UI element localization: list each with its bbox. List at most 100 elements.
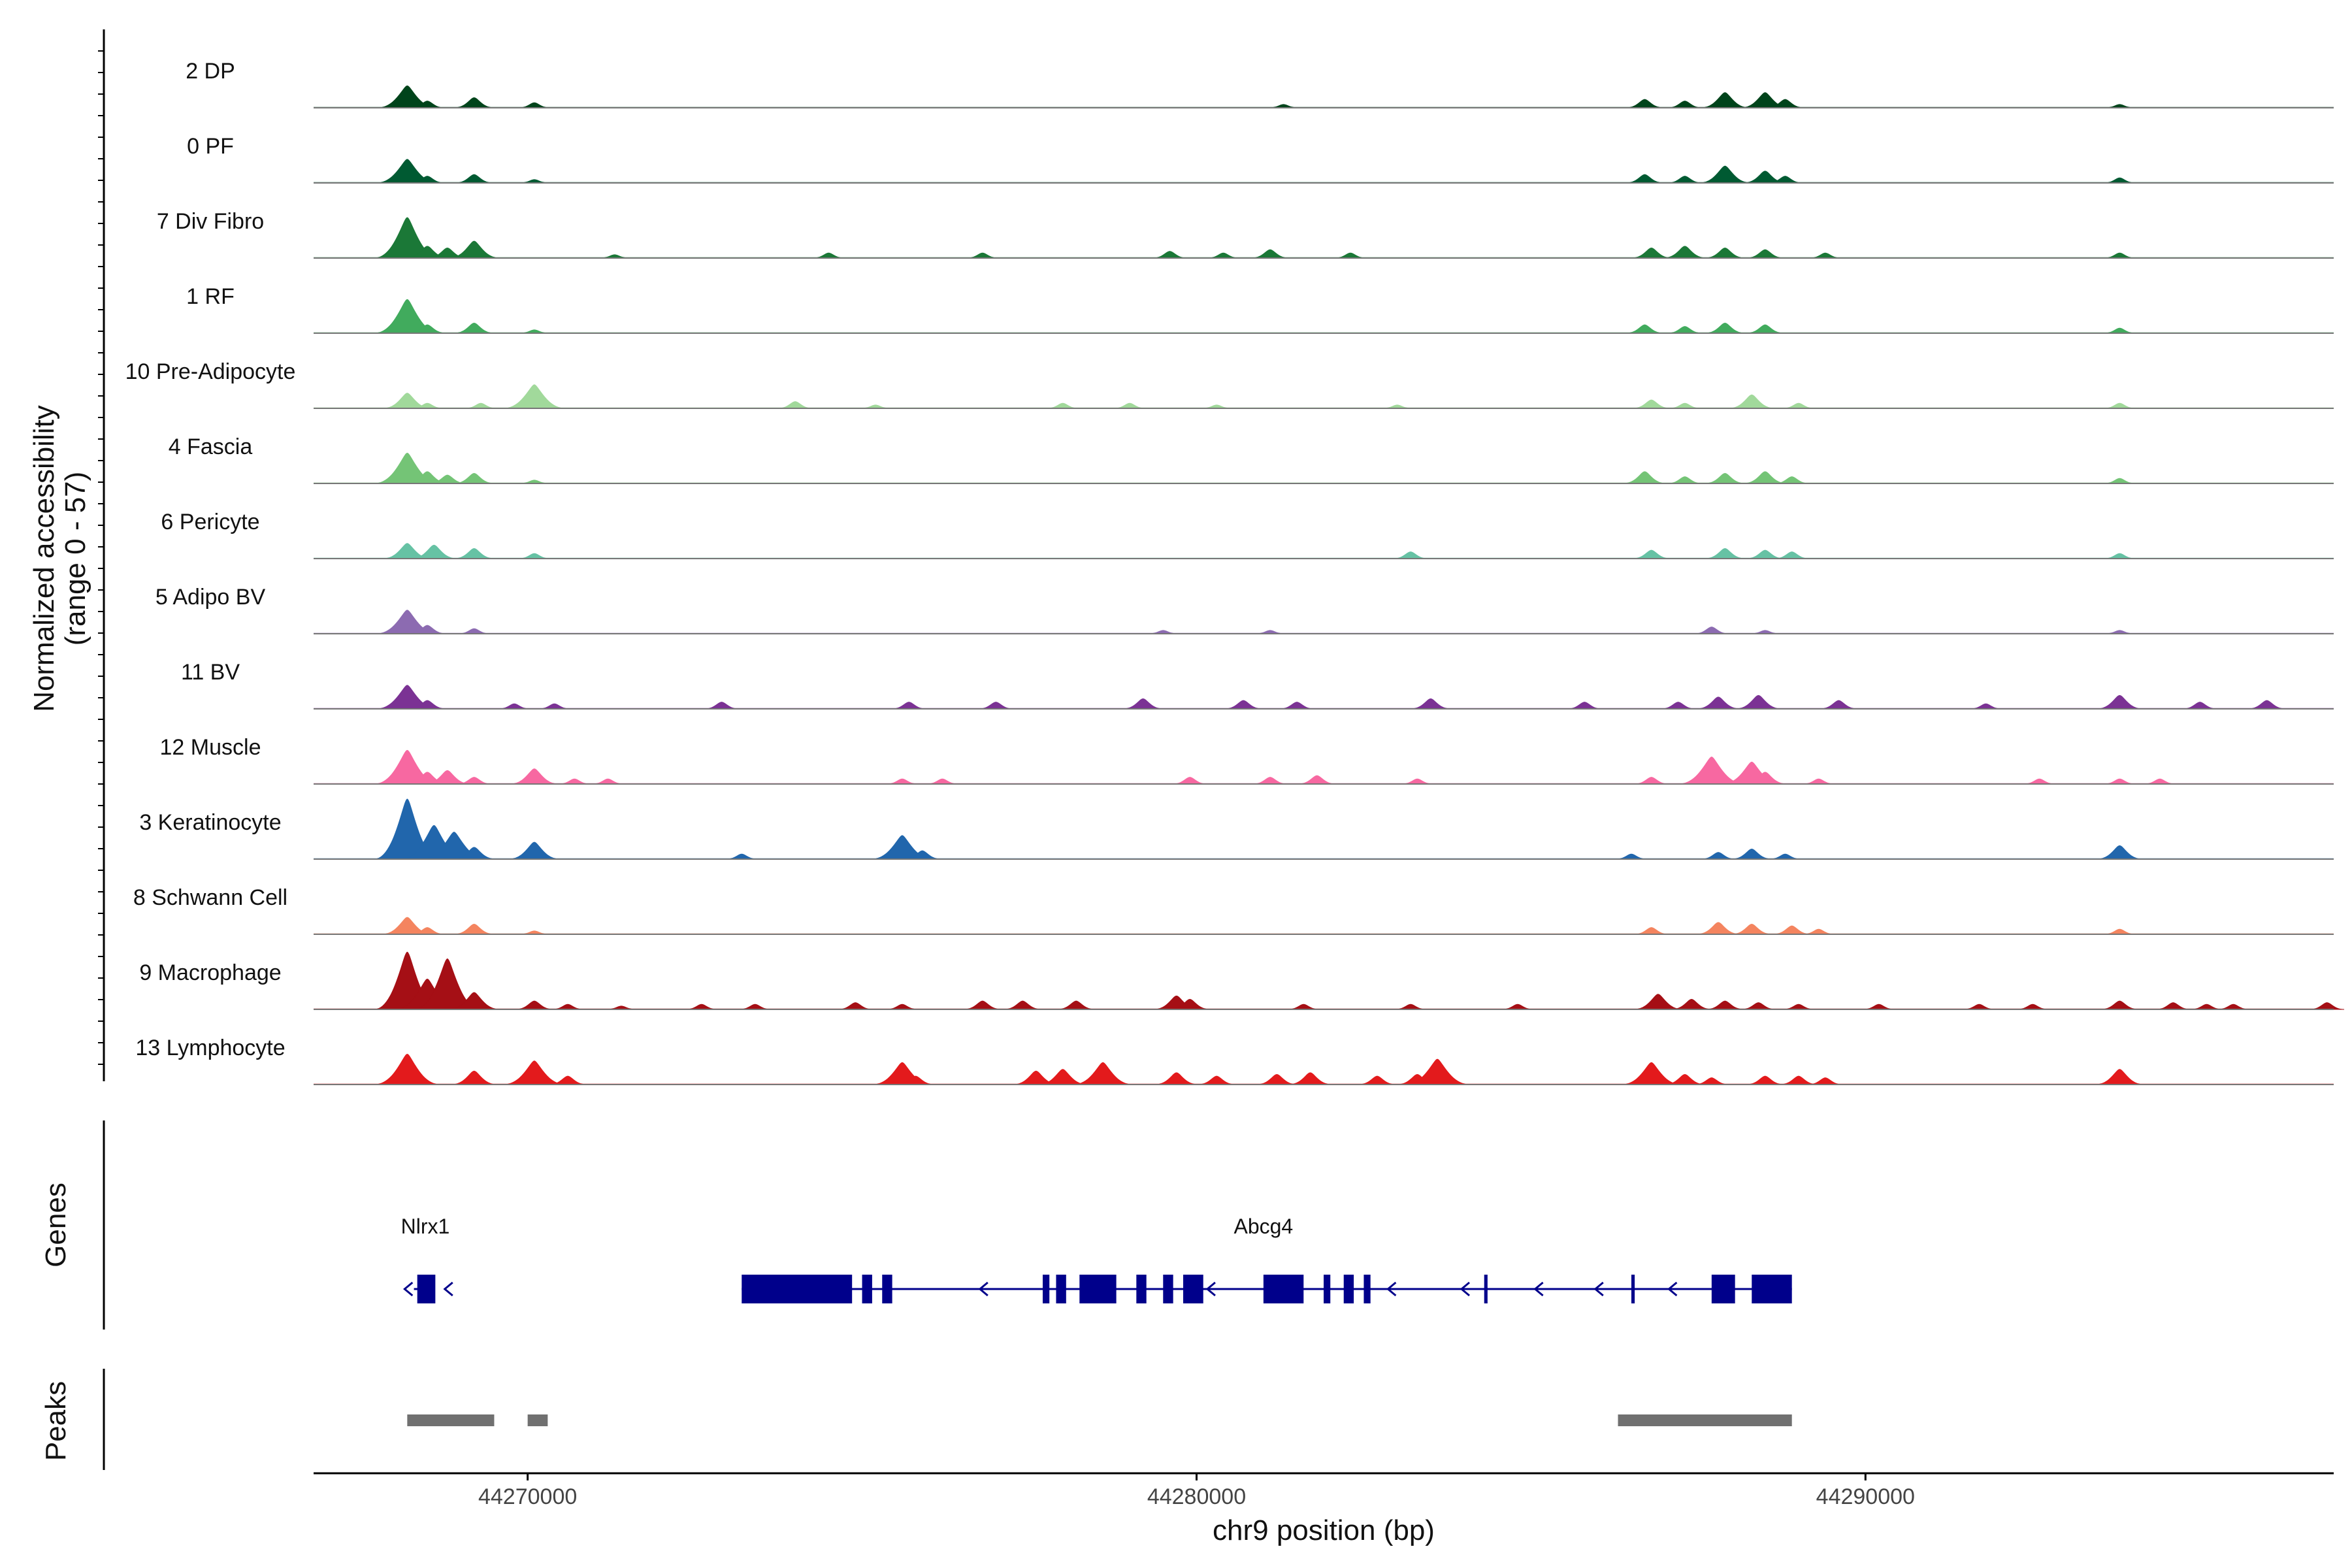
coverage-peak bbox=[838, 1002, 873, 1010]
track-label: 7 Div Fibro bbox=[157, 209, 264, 234]
track-label: 10 Pre-Adipocyte bbox=[125, 359, 296, 384]
track-label: 6 Pericyte bbox=[161, 510, 259, 534]
coverage-peak bbox=[1152, 251, 1187, 259]
coverage-peak bbox=[1634, 927, 1669, 935]
gene-exon bbox=[1163, 1275, 1173, 1303]
coverage-peak bbox=[1622, 1062, 1681, 1085]
gene-exon bbox=[1343, 1275, 1354, 1303]
coverage-peak bbox=[2101, 1000, 2138, 1010]
coverage-peak bbox=[1746, 249, 1784, 259]
track: 8 Schwann Cell bbox=[133, 885, 2334, 935]
coverage-peak bbox=[1820, 700, 1857, 710]
coverage-peak bbox=[1393, 551, 1428, 559]
coverage-peak bbox=[549, 1075, 587, 1085]
coverage-peak bbox=[1661, 702, 1695, 710]
coverage-peak bbox=[1706, 1000, 1744, 1010]
coverage-peak bbox=[1767, 99, 1804, 108]
coverage-peak bbox=[454, 548, 495, 559]
coverage-peak bbox=[1155, 1072, 1198, 1085]
gene-models: Nlrx1 Abcg4 bbox=[401, 1215, 1792, 1303]
coverage-peak bbox=[1667, 326, 1703, 334]
coverage-peak bbox=[1705, 323, 1745, 334]
track: 5 Adipo BV bbox=[155, 585, 2334, 634]
track-label: 1 RF bbox=[186, 284, 235, 309]
track-label: 2 DP bbox=[186, 59, 235, 84]
coverage-peak bbox=[374, 1054, 440, 1085]
gene-exon bbox=[1136, 1275, 1147, 1303]
coverage-peak bbox=[1746, 549, 1784, 559]
coverage-peak bbox=[1634, 994, 1682, 1010]
gene-exon bbox=[882, 1275, 892, 1303]
coverage-peak bbox=[454, 473, 495, 484]
strand-arrow bbox=[978, 1281, 988, 1297]
track: 4 Fascia bbox=[169, 434, 2334, 484]
strand-arrow bbox=[1386, 1281, 1397, 1297]
track-label: 0 PF bbox=[187, 134, 234, 159]
track: 6 Pericyte bbox=[161, 510, 2334, 559]
track-label: 5 Adipo BV bbox=[155, 585, 266, 610]
coverage-peak bbox=[411, 544, 457, 559]
gene-nlrx1: Nlrx1 bbox=[401, 1215, 453, 1303]
track: 0 PF bbox=[187, 134, 2334, 184]
coverage-peak bbox=[455, 174, 493, 184]
coverage-peak bbox=[1626, 324, 1663, 334]
coverage-peak bbox=[1694, 627, 1729, 634]
coverage-peak bbox=[897, 1075, 934, 1085]
strand-arrow bbox=[1667, 1281, 1678, 1297]
track: 10 Pre-Adipocyte bbox=[125, 359, 2334, 409]
coverage-peak bbox=[408, 625, 446, 634]
coverage-peak bbox=[2248, 700, 2285, 710]
coverage-peak bbox=[454, 924, 495, 935]
strand-arrow bbox=[443, 1281, 453, 1297]
gene-exon bbox=[1324, 1275, 1331, 1303]
gene-exon bbox=[742, 1275, 853, 1303]
coverage-peak bbox=[1741, 1002, 1776, 1010]
coverage-peak bbox=[1731, 924, 1772, 935]
coverage-peak bbox=[1667, 176, 1703, 184]
strand-arrow bbox=[1593, 1281, 1604, 1297]
coverage-peak bbox=[1057, 1000, 1095, 1010]
track: 9 Macrophage bbox=[139, 951, 2345, 1010]
coverage-peak bbox=[408, 324, 446, 334]
coverage-peak bbox=[904, 850, 941, 860]
coverage-peak bbox=[1699, 165, 1750, 184]
coverage-peak bbox=[1671, 999, 1712, 1010]
coverage-peak bbox=[1808, 1077, 1843, 1085]
coverage-peak bbox=[509, 841, 560, 860]
coverage-peak bbox=[1623, 471, 1666, 484]
coverage-peak bbox=[1256, 1074, 1297, 1085]
gene-exon bbox=[1484, 1275, 1488, 1303]
coverage-peak bbox=[777, 401, 813, 409]
gene-exon bbox=[862, 1275, 872, 1303]
coverage-peak bbox=[1567, 702, 1602, 710]
coverage-peak bbox=[1705, 473, 1745, 484]
gene-exon bbox=[1042, 1275, 1050, 1303]
gene-exon bbox=[1079, 1275, 1117, 1303]
track: 12 Muscle bbox=[160, 735, 2334, 785]
x-axis-title: chr9 position (bp) bbox=[1213, 1514, 1435, 1546]
strand-arrow bbox=[1205, 1281, 1216, 1297]
coverage-peak bbox=[1735, 694, 1782, 710]
coverage-peak bbox=[1289, 1072, 1331, 1085]
coverage-peak bbox=[1224, 700, 1262, 710]
coverage-peak bbox=[454, 97, 495, 108]
coverage-peak bbox=[1251, 249, 1289, 259]
coverage-peak bbox=[2156, 1002, 2191, 1010]
coverage-peak bbox=[1729, 394, 1774, 409]
x-tick-label: 44270000 bbox=[478, 1484, 577, 1509]
coverage-peak bbox=[449, 992, 500, 1010]
coverage-peak bbox=[1123, 698, 1163, 710]
track: 2 DP bbox=[186, 59, 2334, 108]
coverage-peak bbox=[1633, 399, 1671, 409]
gene-exon bbox=[1183, 1275, 1203, 1303]
gene-exon bbox=[1752, 1275, 1792, 1303]
coverage-peak bbox=[1073, 1062, 1132, 1085]
gene-exon bbox=[417, 1275, 436, 1303]
strand-arrow bbox=[402, 1281, 414, 1297]
coverage-peak bbox=[1004, 1000, 1041, 1010]
coverage-peak bbox=[515, 1000, 553, 1010]
track: 7 Div Fibro bbox=[157, 209, 2334, 259]
coverage-peak bbox=[1701, 92, 1749, 108]
coverage-peak bbox=[1039, 1069, 1087, 1085]
coverage-peak bbox=[1198, 1075, 1235, 1085]
